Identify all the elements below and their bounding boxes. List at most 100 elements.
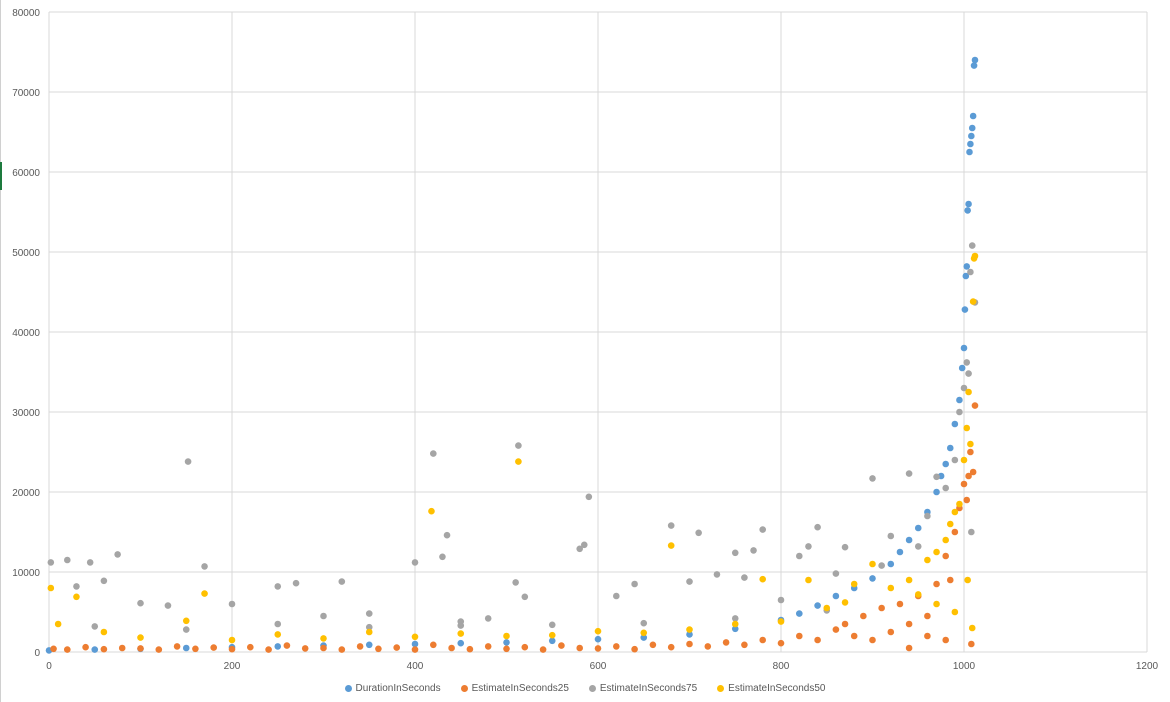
data-point-EstimateInSeconds50 [73,593,80,601]
data-point-EstimateInSeconds25 [375,645,382,653]
data-point-EstimateInSeconds75 [548,621,556,629]
data-point-DurationInSeconds [961,306,969,313]
data-point-EstimateInSeconds25 [946,576,954,584]
data-point-EstimateInSeconds25 [173,643,181,650]
data-point-DurationInSeconds [869,575,876,582]
x-tick-label: 800 [773,661,790,672]
legend-item: EstimateInSeconds50 [717,683,825,694]
legend: DurationInSeconds EstimateInSeconds25 Esti… [0,683,1170,699]
data-point-EstimateInSeconds25 [869,636,876,644]
data-point-EstimateInSeconds25 [539,646,547,653]
data-point-EstimateInSeconds25 [503,645,510,653]
data-point-EstimateInSeconds75 [274,620,282,628]
legend-item: DurationInSeconds [344,683,441,694]
data-point-EstimateInSeconds75 [201,563,208,570]
data-point-EstimateInSeconds75 [47,559,55,566]
y-tick-label: 30000 [12,408,40,419]
data-point-EstimateInSeconds75 [100,577,108,585]
data-point-EstimateInSeconds25 [942,552,949,560]
data-point-EstimateInSeconds25 [466,645,474,653]
data-point-EstimateInSeconds25 [155,646,163,653]
data-point-EstimateInSeconds75 [832,570,840,577]
data-point-EstimateInSeconds50 [914,591,922,598]
data-point-EstimateInSeconds50 [182,617,190,625]
data-point-EstimateInSeconds75 [521,593,529,601]
legend-label: EstimateInSeconds25 [471,683,569,694]
data-point-DurationInSeconds [956,396,963,404]
data-point-EstimateInSeconds75 [750,547,757,554]
data-point-EstimateInSeconds75 [184,458,192,465]
data-point-EstimateInSeconds50 [951,608,959,616]
data-point-EstimateInSeconds50 [965,388,972,396]
left-border [0,0,1,702]
data-point-DurationInSeconds [968,132,975,140]
data-point-EstimateInSeconds50 [964,576,971,584]
data-point-EstimateInSeconds25 [960,480,968,488]
data-point-EstimateInSeconds75 [576,545,583,553]
data-point-EstimateInSeconds75 [968,528,975,536]
data-point-EstimateInSeconds75 [759,526,766,533]
data-point-EstimateInSeconds25 [704,643,712,650]
data-point-EstimateInSeconds25 [320,644,327,652]
data-point-DurationInSeconds [640,634,648,641]
data-point-DurationInSeconds [814,602,821,609]
legend-marker [460,685,468,692]
data-point-EstimateInSeconds25 [521,643,529,651]
data-point-EstimateInSeconds75 [924,512,931,520]
data-point-EstimateInSeconds25 [741,641,748,649]
data-point-EstimateInSeconds25 [411,646,419,653]
data-point-EstimateInSeconds50 [47,584,55,592]
data-point-DurationInSeconds [951,420,959,428]
legend-marker [344,685,352,692]
data-point-EstimateInSeconds25 [896,600,904,608]
y-tick-label: 80000 [12,8,40,19]
data-point-EstimateInSeconds50 [777,618,785,625]
data-point-EstimateInSeconds75 [777,596,785,604]
data-point-EstimateInSeconds75 [182,626,190,633]
data-point-DurationInSeconds [905,536,913,544]
data-point-EstimateInSeconds25 [967,448,974,456]
data-point-DurationInSeconds [796,610,803,617]
data-point-EstimateInSeconds50 [731,620,739,628]
data-point-EstimateInSeconds50 [946,520,954,528]
data-point-EstimateInSeconds50 [457,630,465,637]
left-accent-mark [0,162,2,190]
data-point-DurationInSeconds [964,207,971,214]
data-point-EstimateInSeconds50 [969,298,977,305]
x-tick-label: 1200 [1136,661,1159,672]
data-point-EstimateInSeconds75 [411,559,419,566]
data-point-EstimateInSeconds50 [963,424,971,432]
y-tick-label: 50000 [12,248,40,259]
data-point-EstimateInSeconds25 [649,641,657,649]
y-tick-label: 60000 [12,168,40,179]
data-point-EstimateInSeconds75 [967,268,974,276]
data-point-EstimateInSeconds75 [338,578,346,585]
data-point-EstimateInSeconds25 [887,628,895,636]
data-point-EstimateInSeconds50 [823,604,831,612]
data-point-EstimateInSeconds75 [228,600,236,608]
data-point-EstimateInSeconds75 [515,442,522,449]
data-point-EstimateInSeconds75 [667,522,675,529]
y-tick-label: 40000 [12,328,40,339]
data-point-EstimateInSeconds75 [64,556,71,564]
data-point-EstimateInSeconds75 [887,532,895,540]
data-point-DurationInSeconds [962,272,970,280]
x-tick-label: 1000 [953,661,976,672]
data-point-EstimateInSeconds75 [695,529,702,537]
data-point-DurationInSeconds [942,460,949,468]
data-point-EstimateInSeconds75 [292,579,300,587]
data-point-EstimateInSeconds25 [905,620,913,628]
y-tick-label: 0 [34,648,40,659]
data-point-EstimateInSeconds25 [969,468,977,476]
data-point-EstimateInSeconds50 [905,576,913,584]
data-point-EstimateInSeconds25 [448,644,455,652]
data-point-EstimateInSeconds75 [164,602,172,609]
data-point-EstimateInSeconds25 [942,636,949,644]
data-point-EstimateInSeconds25 [301,645,309,652]
data-point-EstimateInSeconds25 [247,643,254,651]
data-point-EstimateInSeconds25 [951,528,959,536]
data-point-EstimateInSeconds50 [411,633,419,641]
y-tick-label: 20000 [12,488,40,499]
x-tick-label: 200 [224,661,241,672]
